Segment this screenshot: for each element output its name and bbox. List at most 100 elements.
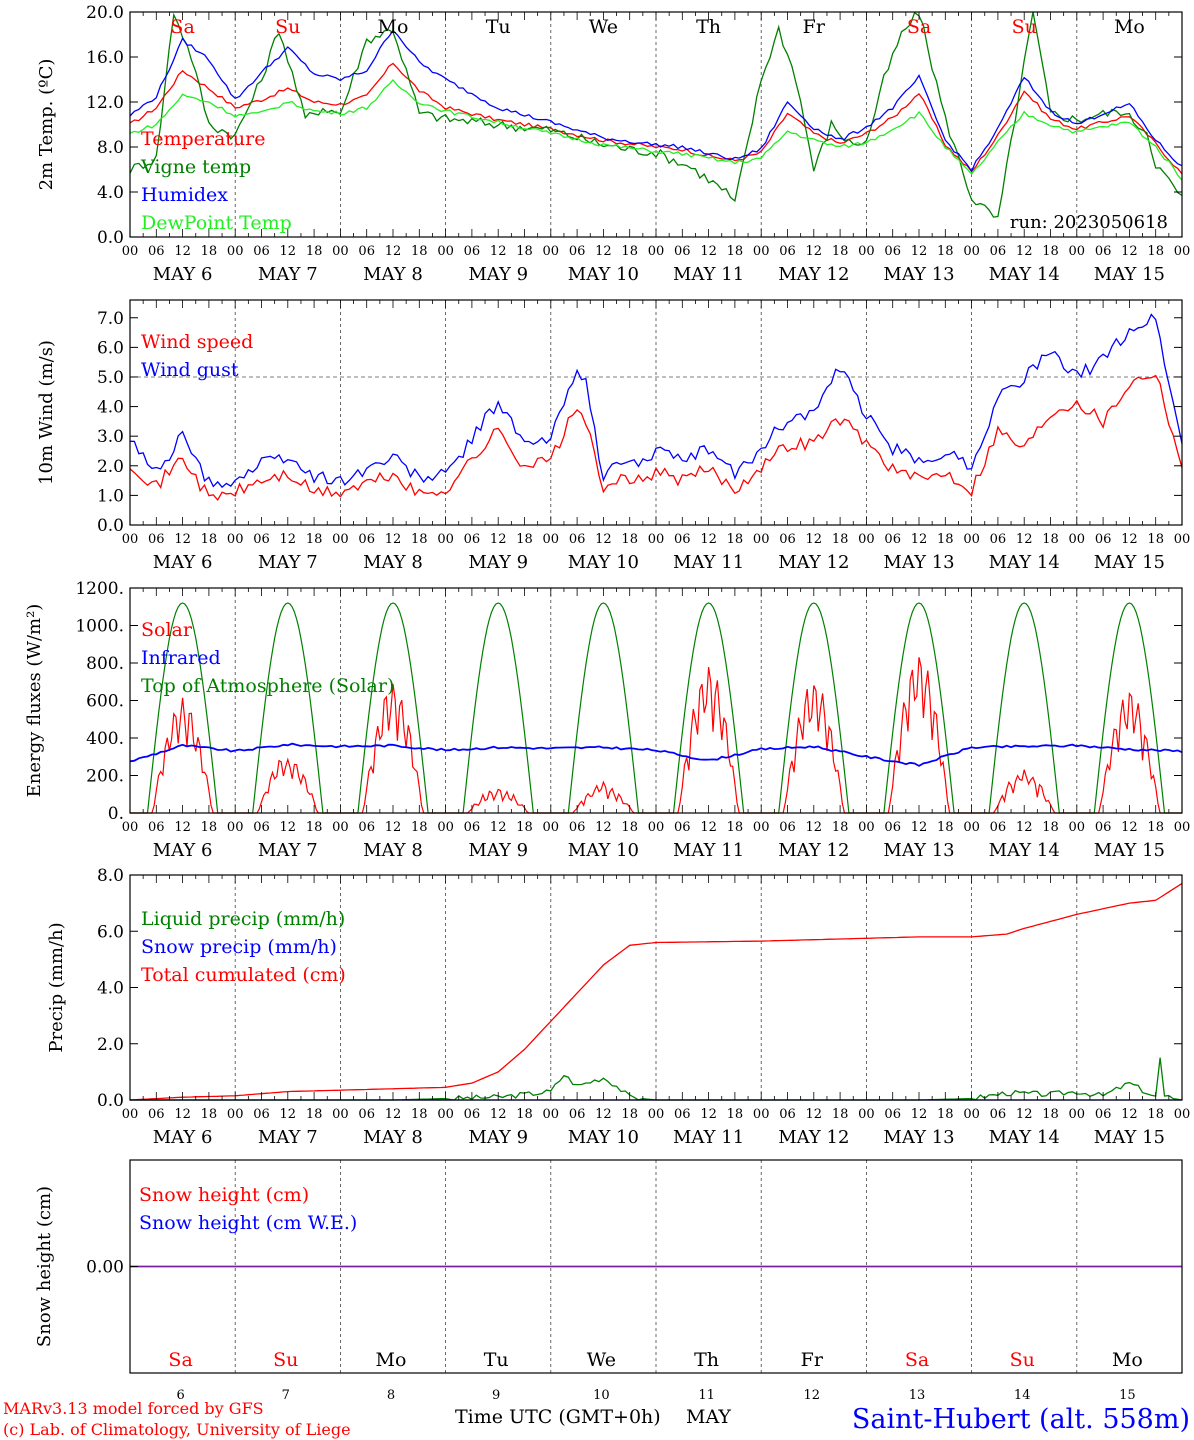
hour-tick-label: 18 — [306, 1107, 323, 1122]
hour-tick-label: 18 — [411, 820, 428, 835]
hour-tick-label: 18 — [937, 1107, 954, 1122]
date-label: MAY 11 — [673, 840, 744, 861]
hour-tick-label: 18 — [621, 820, 638, 835]
weekday-label: Su — [273, 1349, 298, 1371]
hour-tick-label: 06 — [464, 820, 481, 835]
hour-tick-label: 12 — [385, 1107, 402, 1122]
hour-tick-label: 12 — [385, 244, 402, 259]
hour-tick-label: 00 — [963, 532, 980, 547]
date-label: MAY 14 — [989, 1127, 1060, 1148]
hour-tick-label: 18 — [306, 532, 323, 547]
hour-tick-label: 18 — [411, 532, 428, 547]
hour-tick-label: 06 — [569, 820, 586, 835]
weekday-label: Mo — [1112, 1349, 1143, 1371]
hour-tick-label: 12 — [911, 532, 928, 547]
hour-tick-label: 12 — [1121, 1107, 1138, 1122]
y-tick-label: 600. — [86, 692, 124, 712]
hour-tick-label: 06 — [569, 244, 586, 259]
date-label: MAY 10 — [568, 264, 639, 285]
hour-tick-label: 12 — [280, 532, 297, 547]
hour-tick-label: 18 — [1042, 532, 1059, 547]
hour-tick-label: 18 — [1147, 1107, 1164, 1122]
hour-tick-label: 18 — [1147, 244, 1164, 259]
date-label: MAY 12 — [778, 1127, 849, 1148]
y-tick-label: 8.0 — [97, 138, 124, 158]
hour-tick-label: 00 — [1174, 244, 1191, 259]
y-tick-label: 4.0 — [97, 183, 124, 203]
series-line-1 — [129, 11, 1183, 218]
weekday-label: Fr — [801, 1349, 824, 1371]
hour-tick-label: 00 — [437, 244, 454, 259]
hour-tick-label: 00 — [648, 1107, 665, 1122]
hour-tick-label: 06 — [884, 820, 901, 835]
hour-tick-label: 18 — [306, 244, 323, 259]
hour-tick-label: 06 — [148, 1107, 165, 1122]
day-number-label: 13 — [909, 1388, 926, 1403]
day-number-label: 15 — [1119, 1388, 1136, 1403]
hour-tick-label: 06 — [1095, 532, 1112, 547]
weekday-label: Tu — [486, 16, 511, 38]
hour-tick-label: 12 — [700, 820, 717, 835]
hour-tick-label: 00 — [1069, 820, 1086, 835]
hour-tick-label: 00 — [543, 820, 560, 835]
hour-tick-label: 18 — [1042, 1107, 1059, 1122]
y-tick-label: 0.00 — [86, 1258, 124, 1278]
hour-tick-label: 06 — [464, 1107, 481, 1122]
weekday-label: We — [587, 1349, 616, 1371]
hour-tick-label: 12 — [1121, 532, 1138, 547]
day-number-label: 10 — [593, 1388, 610, 1403]
y-tick-label: 6.0 — [97, 338, 124, 358]
hour-tick-label: 06 — [253, 244, 270, 259]
y-axis-label: 2m Temp. (ºC) — [36, 59, 57, 191]
hour-tick-label: 00 — [437, 820, 454, 835]
legend-entry: Top of Atmosphere (Solar) — [141, 675, 394, 697]
date-label: MAY 6 — [153, 264, 213, 285]
hour-tick-label: 06 — [674, 244, 691, 259]
date-label: MAY 13 — [883, 840, 954, 861]
hour-tick-label: 12 — [1016, 820, 1033, 835]
panel-frame — [129, 587, 1183, 814]
hour-tick-label: 06 — [990, 244, 1007, 259]
hour-tick-label: 12 — [1121, 820, 1138, 835]
hour-tick-label: 06 — [148, 244, 165, 259]
hour-tick-label: 00 — [332, 244, 349, 259]
hour-tick-label: 12 — [1016, 1107, 1033, 1122]
y-axis-label: Energy fluxes (W/m²) — [24, 604, 45, 798]
weekday-label: Su — [1010, 1349, 1035, 1371]
run-label: run: 2023050618 — [1010, 212, 1168, 233]
series-layer — [129, 11, 1183, 1268]
weekday-label: Tu — [484, 1349, 509, 1371]
hour-tick-label: 06 — [464, 532, 481, 547]
hour-tick-label: 12 — [700, 532, 717, 547]
weekday-label: Sa — [907, 16, 931, 38]
hour-tick-label: 00 — [227, 244, 244, 259]
hour-tick-label: 00 — [1174, 532, 1191, 547]
hour-tick-label: 00 — [858, 532, 875, 547]
hour-tick-label: 18 — [621, 244, 638, 259]
y-tick-label: 2.0 — [97, 457, 124, 477]
hour-tick-label: 00 — [543, 532, 560, 547]
hour-tick-label: 12 — [1121, 244, 1138, 259]
hour-tick-label: 18 — [1147, 532, 1164, 547]
x-axis-month: MAY — [686, 1406, 731, 1428]
date-label: MAY 7 — [258, 840, 318, 861]
hour-tick-label: 00 — [543, 1107, 560, 1122]
date-label: MAY 11 — [673, 1127, 744, 1148]
date-label: MAY 6 — [153, 840, 213, 861]
hour-tick-label: 06 — [674, 820, 691, 835]
date-label: MAY 10 — [568, 552, 639, 573]
hour-tick-label: 06 — [1095, 244, 1112, 259]
hour-tick-label: 18 — [937, 244, 954, 259]
date-label: MAY 8 — [363, 840, 423, 861]
hour-tick-label: 12 — [490, 532, 507, 547]
hour-tick-label: 18 — [201, 1107, 218, 1122]
series-line-0 — [129, 374, 1183, 502]
series-line-0 — [129, 62, 1183, 175]
legend-entry: DewPoint Temp — [141, 212, 292, 234]
panel-frame — [129, 299, 1183, 526]
hour-tick-label: 00 — [1174, 820, 1191, 835]
hour-tick-label: 00 — [227, 532, 244, 547]
date-label: MAY 11 — [673, 264, 744, 285]
hour-tick-label: 12 — [595, 244, 612, 259]
legend-entry: Snow precip (mm/h) — [141, 936, 337, 958]
